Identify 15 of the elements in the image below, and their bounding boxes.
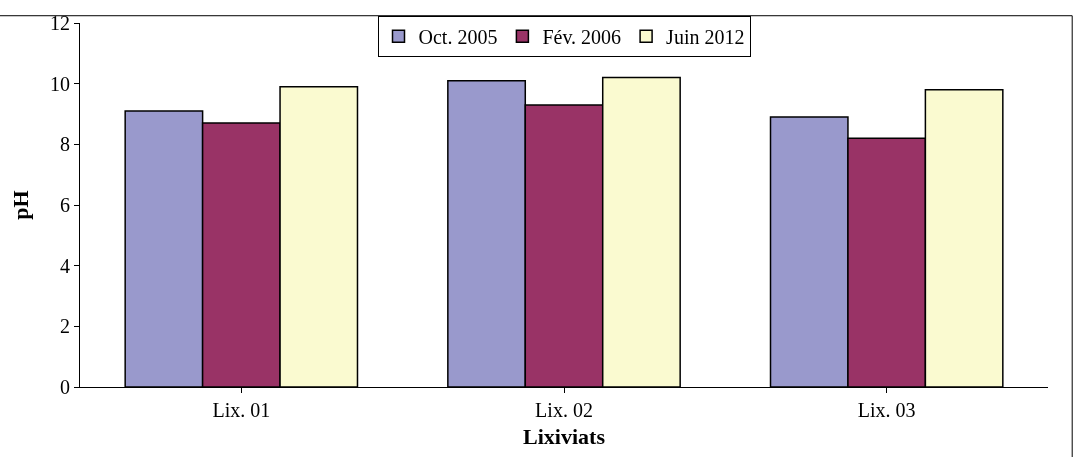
y-tick-label: 0 xyxy=(60,376,70,398)
y-tick-label: 8 xyxy=(60,133,70,156)
y-tick-label: 4 xyxy=(60,254,70,277)
y-tick-label: 6 xyxy=(60,194,70,216)
y-tick-label: 2 xyxy=(60,315,70,338)
y-tick-label: 10 xyxy=(50,72,70,95)
x-tick-label: Lix. 03 xyxy=(857,399,916,421)
x-axis-title: Lixiviats xyxy=(523,423,606,449)
legend-label: Juin 2012 xyxy=(666,26,745,49)
x-tick-label: Lix. 02 xyxy=(535,399,593,421)
legend-label: Oct. 2005 xyxy=(418,26,498,49)
legend-label: Fév. 2006 xyxy=(542,26,622,49)
y-axis-title: pH xyxy=(7,190,33,220)
x-tick-label: Lix. 01 xyxy=(212,399,271,421)
y-tick-label: 12 xyxy=(50,12,70,34)
